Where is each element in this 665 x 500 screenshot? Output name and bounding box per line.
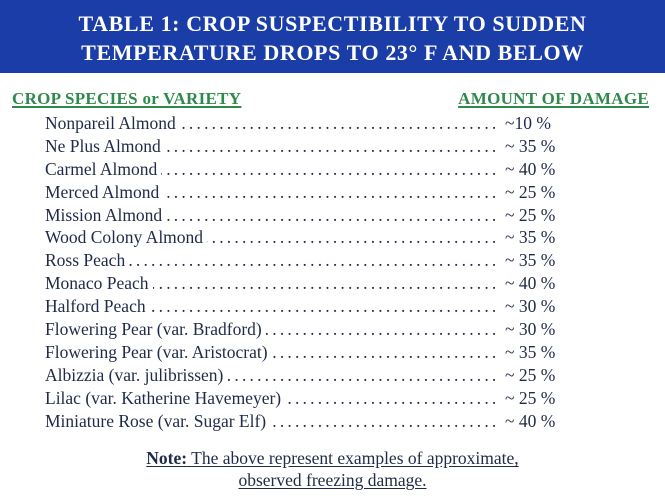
table-row: ........................................… [0, 204, 665, 228]
table-row: ........................................… [0, 364, 665, 388]
crop-column-header: CROP SPECIES or VARIETY [12, 89, 242, 108]
crop-name: Monaco Peach [45, 273, 153, 295]
title-line-1: TABLE 1: CROP SUSPECTIBILITY TO SUDDEN [78, 10, 587, 36]
damage-amount: ~ 25 % [505, 181, 556, 202]
crop-name: Flowering Pear (var. Aristocrat) [45, 341, 272, 363]
crop-name: Flowering Pear (var. Bradford) [45, 319, 266, 341]
crop-name: Mission Almond [45, 204, 167, 226]
table-row: ........................................… [0, 181, 665, 205]
title-banner: TABLE 1: CROP SUSPECTIBILITY TO SUDDEN T… [0, 0, 665, 73]
damage-amount: ~ 35 % [505, 227, 556, 248]
damage-amount: ~ 25 % [505, 387, 556, 408]
damage-amount: ~ 40 % [505, 273, 556, 294]
crop-name: Ne Plus Almond [45, 135, 165, 157]
table-row: ........................................… [0, 319, 665, 342]
damage-amount: ~ 30 % [505, 319, 556, 340]
note-label: Note: [146, 448, 188, 469]
crop-name: Ross Peach [45, 250, 130, 272]
title-line-2: TEMPERATURE DROPS TO 23° F AND BELOW [81, 39, 584, 65]
table-row: ........................................… [0, 341, 665, 365]
crop-name: Lilac (var. Katherine Havemeyer) [45, 387, 286, 409]
dot-leader: ........................................… [45, 296, 495, 317]
damage-amount: ~ 35 % [505, 135, 556, 156]
damage-column-header: AMOUNT OF DAMAGE [458, 89, 649, 108]
table-row: ........................................… [0, 387, 665, 411]
table-row: ........................................… [0, 158, 665, 182]
crop-name: Miniature Rose (var. Sugar Elf) [45, 410, 271, 432]
note-line-2: observed freezing damage. [238, 470, 427, 491]
table-row: ........................................… [0, 273, 665, 296]
damage-amount: ~ 35 % [505, 250, 556, 271]
damage-amount: ~ 25 % [505, 204, 556, 225]
table-row: ........................................… [0, 250, 665, 273]
table-row: ........................................… [0, 135, 665, 159]
dot-leader: ........................................… [45, 250, 495, 271]
table-row: ........................................… [0, 227, 665, 250]
damage-amount: ~ 30 % [505, 296, 556, 317]
damage-amount: ~ 35 % [505, 341, 556, 362]
table-row: ........................................… [0, 113, 665, 136]
table-row: ........................................… [0, 296, 665, 319]
crop-name: Albizzia (var. julibrissen) [45, 364, 228, 386]
crop-name: Nonpareil Almond [45, 113, 180, 134]
note-line-1: The above represent examples of approxim… [191, 448, 519, 469]
crop-name: Carmel Almond [45, 158, 162, 180]
footnote: Note: The above represent examples of ap… [0, 447, 665, 491]
table-row: ........................................… [0, 410, 665, 434]
dot-leader: ........................................… [45, 273, 495, 294]
damage-amount: ~ 40 % [505, 410, 556, 431]
crop-name: Merced Almond [45, 181, 164, 203]
damage-amount: ~10 % [505, 113, 551, 133]
crop-name: Halford Peach [45, 296, 150, 318]
damage-amount: ~ 25 % [505, 364, 556, 385]
damage-amount: ~ 40 % [505, 158, 556, 179]
column-headers: CROP SPECIES or VARIETY AMOUNT OF DAMAGE [0, 73, 665, 113]
crop-name: Wood Colony Almond [45, 227, 208, 249]
crop-table: ........................................… [0, 113, 665, 433]
